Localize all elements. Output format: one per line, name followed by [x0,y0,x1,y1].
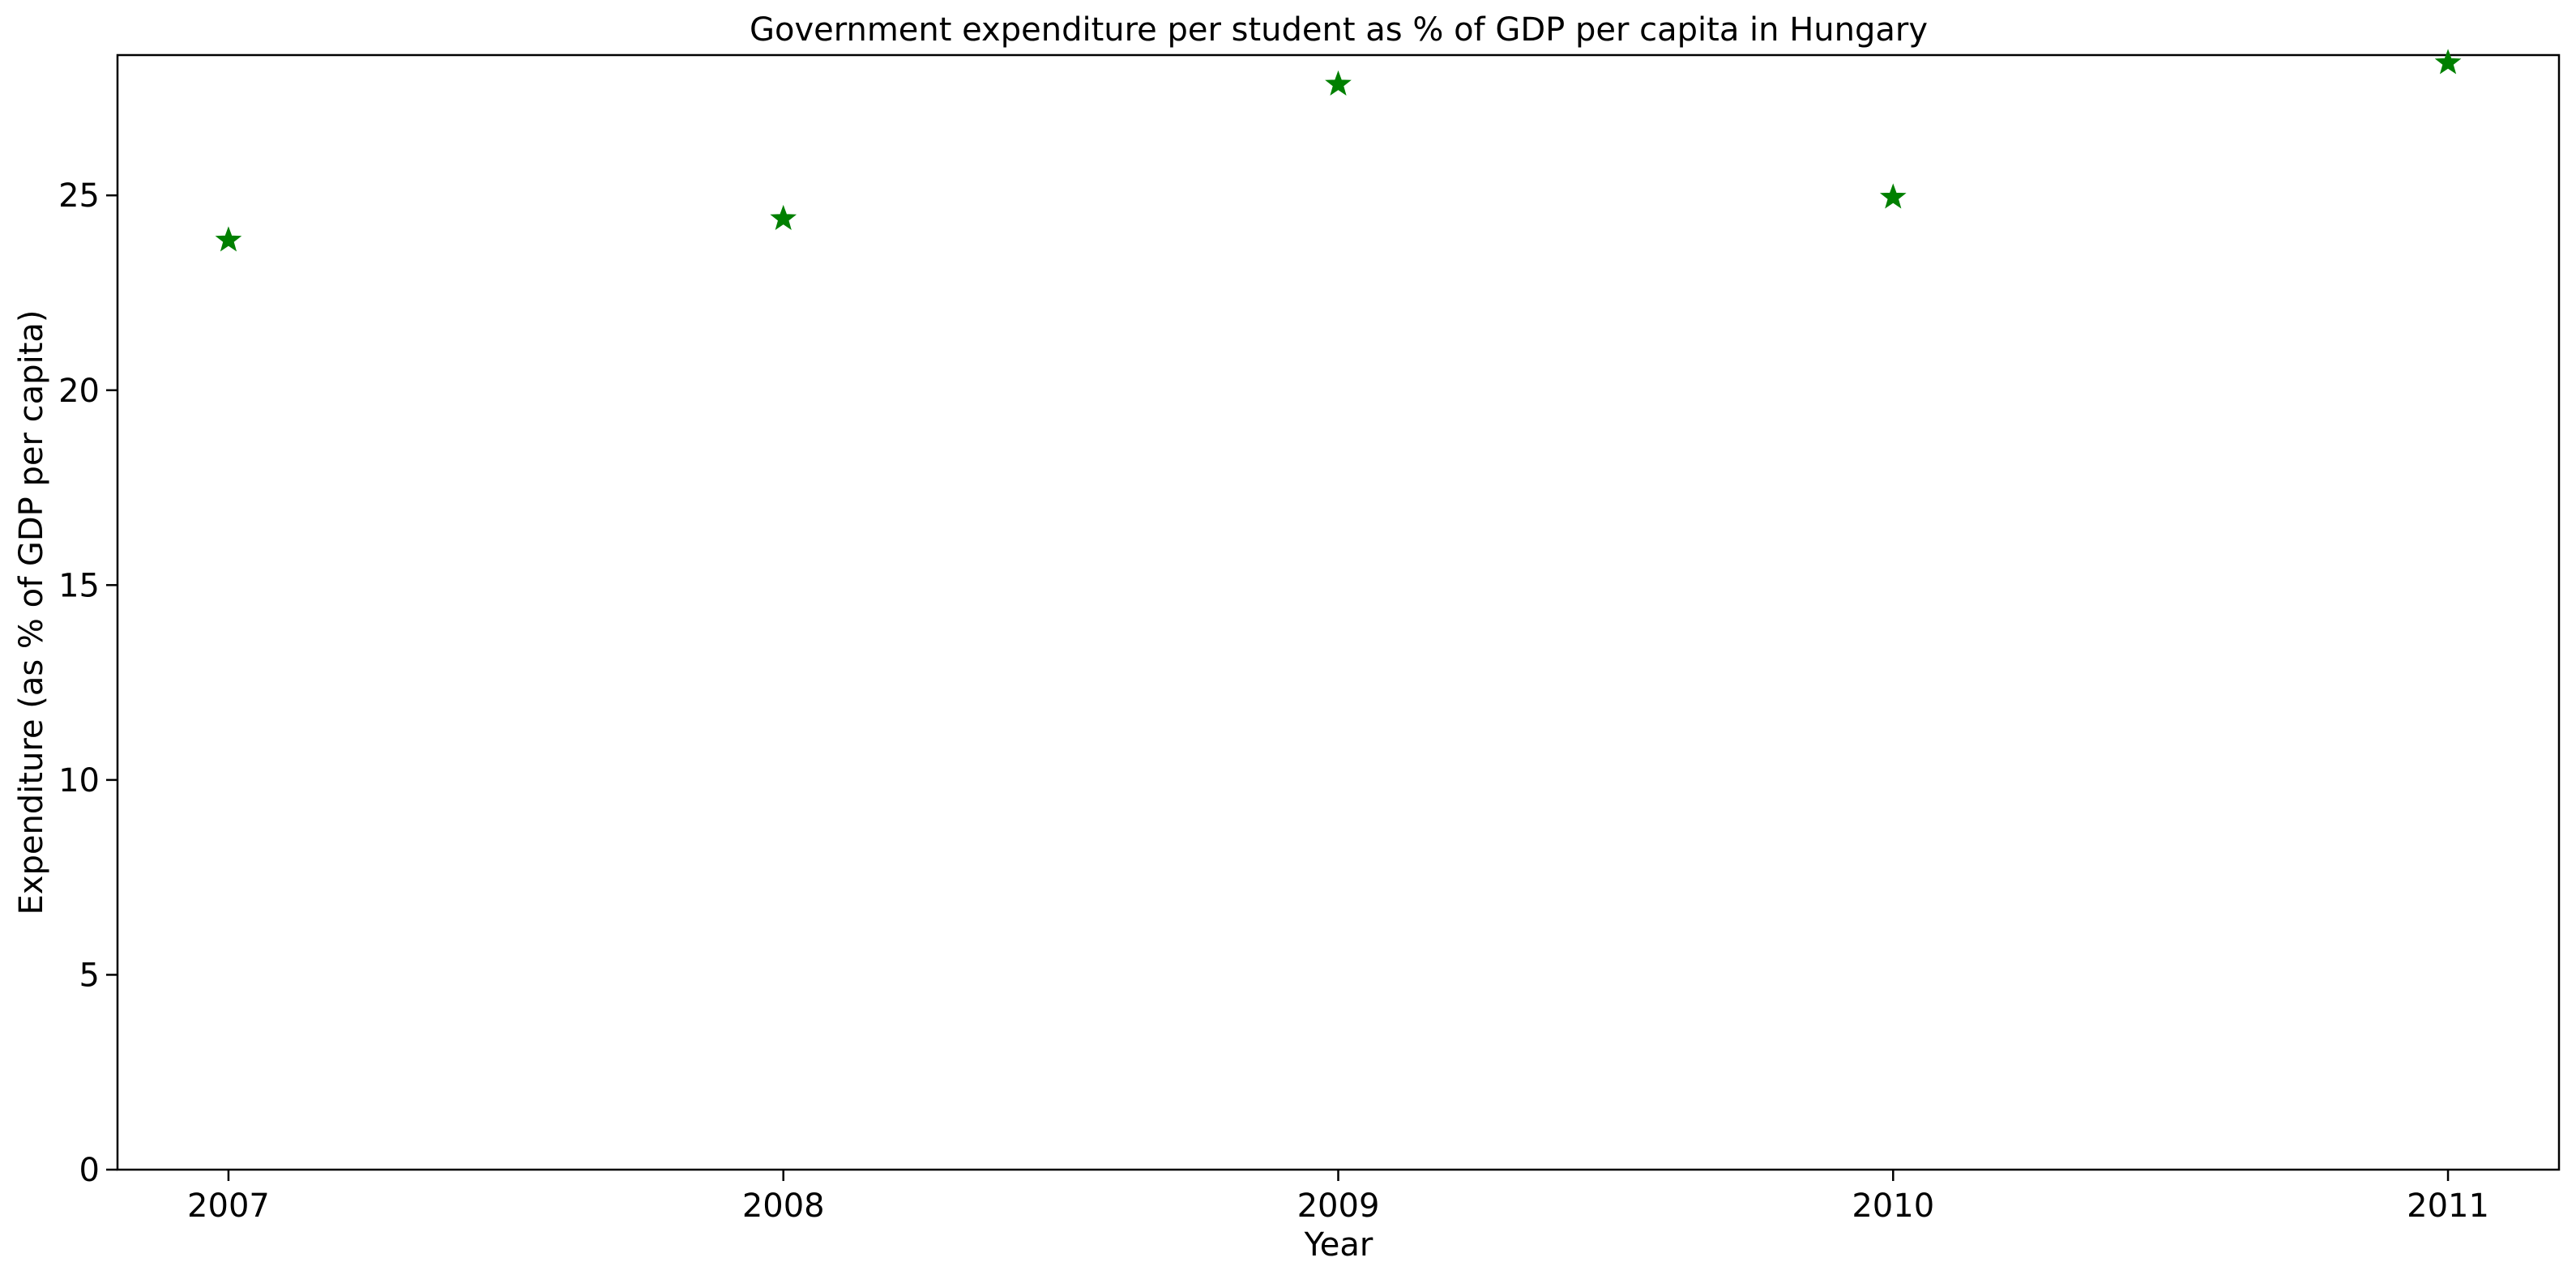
data-point-star [1325,70,1352,96]
data-points [215,49,2462,252]
chart-title: Government expenditure per student as % … [750,11,1928,49]
y-tick-label: 10 [58,762,100,799]
x-tick-label: 2008 [742,1187,825,1225]
data-point-star [1879,183,1907,209]
y-axis: 0 5 10 15 20 25 [58,177,117,1189]
y-tick-label: 0 [79,1152,100,1189]
data-point-star [215,226,242,252]
x-tick-label: 2007 [187,1187,270,1225]
y-tick-label: 20 [58,373,100,410]
data-point-star [770,204,797,230]
y-axis-label: Expenditure (as % of GDP per capita) [13,310,50,915]
y-tick-label: 5 [79,957,100,994]
y-tick-label: 25 [58,177,100,215]
data-point-star [2434,49,2462,75]
y-tick-label: 15 [58,567,100,604]
x-tick-label: 2011 [2407,1187,2489,1225]
x-tick-label: 2010 [1852,1187,1934,1225]
plot-frame [116,53,2561,1171]
x-axis-label: Year [1304,1226,1373,1264]
x-axis: 2007 2008 2009 2010 2011 [187,1170,2489,1225]
x-tick-label: 2009 [1297,1187,1380,1225]
